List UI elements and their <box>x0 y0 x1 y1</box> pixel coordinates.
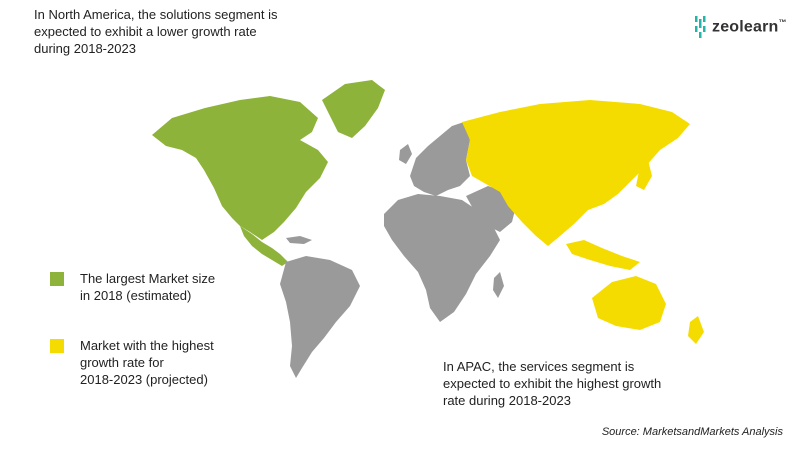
legend-label-largest-market: The largest Market size in 2018 (estimat… <box>80 271 216 303</box>
region-madagascar <box>493 272 504 298</box>
zeolearn-logo-text: zeolearn™ <box>712 18 787 36</box>
region-asia <box>462 100 690 246</box>
region-greenland <box>322 80 385 138</box>
region-caribbean <box>286 236 312 244</box>
region-uk <box>399 144 412 164</box>
legend-item-highest-growth: Market with the highest growth rate for … <box>50 337 270 388</box>
legend-label-highest-growth: Market with the highest growth rate for … <box>80 338 214 387</box>
legend-swatch-yellow <box>50 339 64 353</box>
north-america-annotation: In North America, the solutions segment … <box>34 7 278 56</box>
apac-annotation: In APAC, the services segment is expecte… <box>443 359 662 408</box>
region-south-america <box>280 256 360 378</box>
region-new-zealand <box>688 316 704 344</box>
region-japan <box>636 160 652 190</box>
region-australia <box>592 276 666 330</box>
legend-swatch-green <box>50 272 64 286</box>
region-north-america <box>152 96 328 240</box>
legend-item-largest-market: The largest Market size in 2018 (estimat… <box>50 270 270 304</box>
zeolearn-logo: zeolearn™ <box>692 14 787 40</box>
logo-text: zeolearn <box>712 18 779 36</box>
region-southeast-asia <box>566 240 640 270</box>
region-africa <box>384 194 500 322</box>
source-note: Source: MarketsandMarkets Analysis <box>601 426 783 438</box>
region-central-america <box>240 226 288 266</box>
zeolearn-logo-icon <box>695 16 706 38</box>
region-europe <box>410 122 470 196</box>
logo-mark: ™ <box>778 17 787 27</box>
